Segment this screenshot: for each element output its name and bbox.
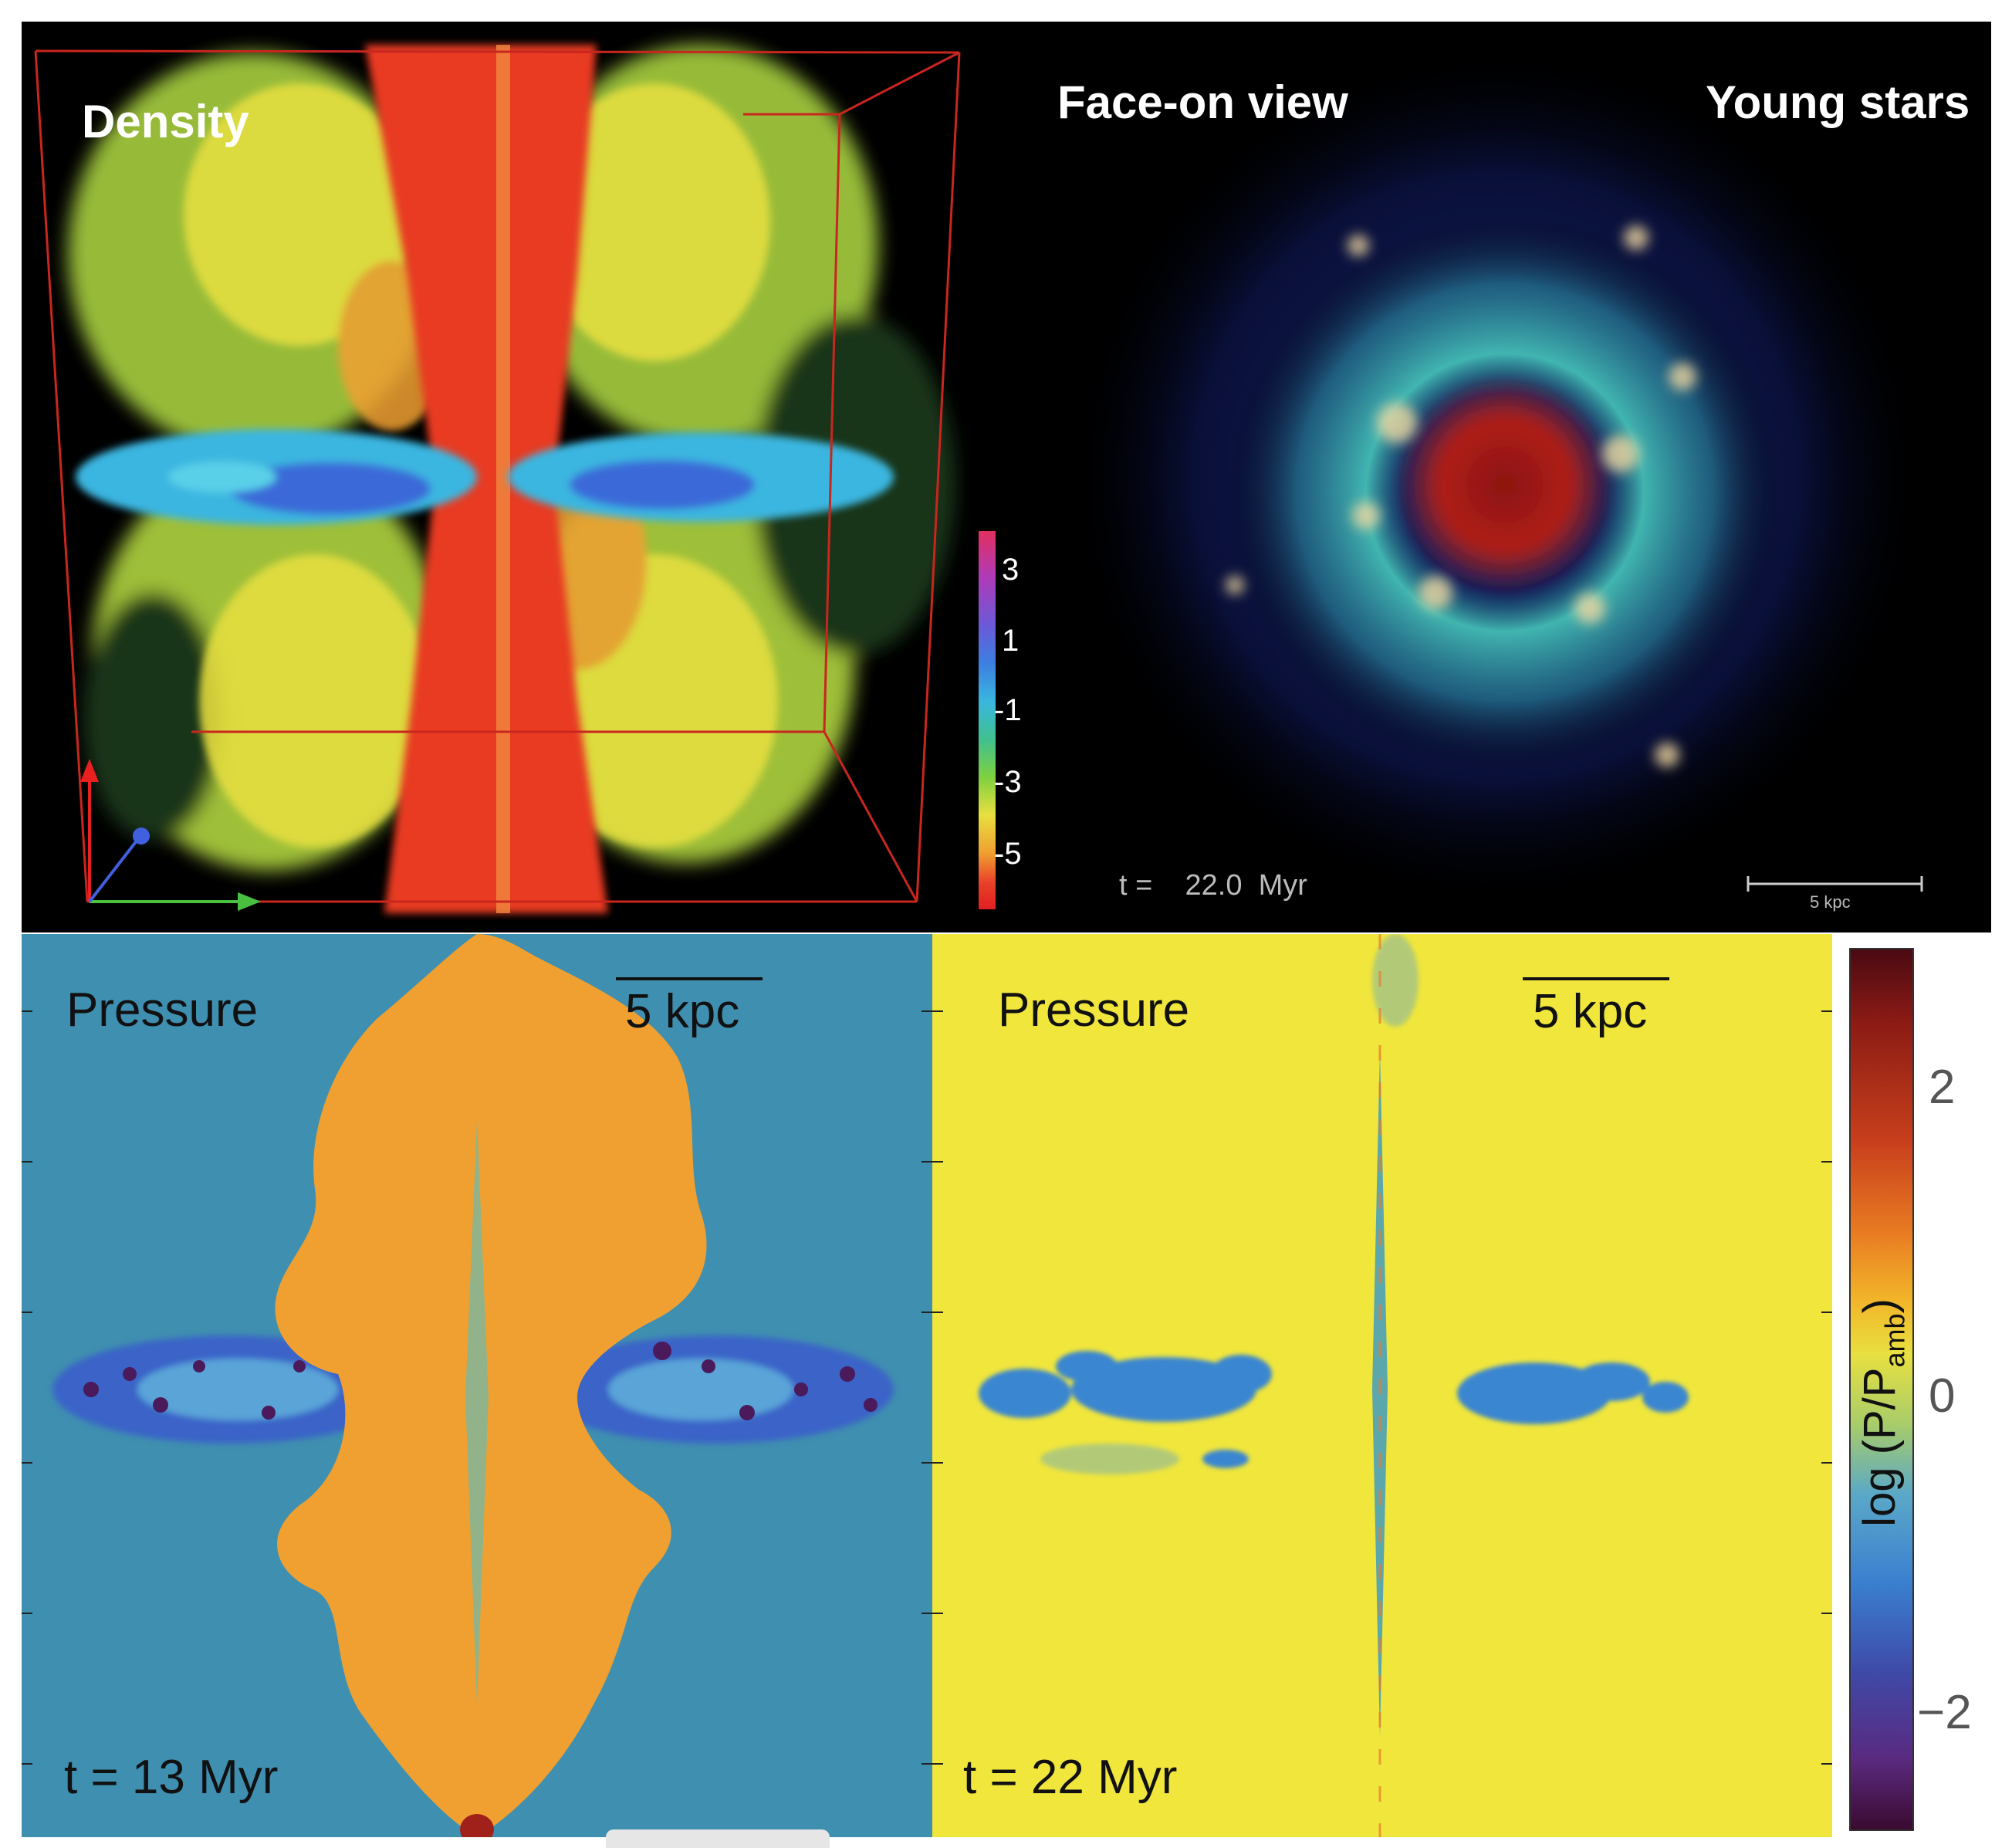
time-label-13myr: t = 13 Myr xyxy=(64,1751,279,1804)
bottom-tab-strip xyxy=(606,1829,830,1848)
pressure-colorbar-label-main: log (P/P xyxy=(1855,1367,1905,1527)
young-stars-label: Young stars xyxy=(1706,76,1970,128)
pressure-label-13myr: Pressure xyxy=(66,983,259,1037)
scale-label-22myr: 5 kpc xyxy=(1533,985,1648,1038)
density-panel: Density xyxy=(22,22,971,932)
axis-triad-icon xyxy=(80,759,261,911)
density-colorbar: 3 1 -1 -3 -5 xyxy=(971,22,1034,932)
density-tick-minus5: -5 xyxy=(994,837,1022,871)
pressure-colorbar: 2 0 −2 log (P/Pamb) xyxy=(1832,934,2012,1837)
pressure-tick-0: 0 xyxy=(1929,1369,1956,1423)
density-colorbar-strip xyxy=(979,531,996,909)
pressure-label-22myr: Pressure xyxy=(998,983,1190,1037)
density-tick-minus3: -3 xyxy=(994,765,1022,799)
young-stars-render xyxy=(1065,45,1929,909)
density-tick-1: 1 xyxy=(1002,624,1020,658)
face-on-time: t = 22.0 Myr xyxy=(1119,869,1307,902)
pressure-colorbar-strip xyxy=(1849,948,1914,1831)
pressure-map-22myr xyxy=(932,934,1832,1837)
face-on-label: Face-on view xyxy=(1057,76,1348,128)
density-tick-3: 3 xyxy=(1002,553,1020,587)
pressure-panel-22myr: Pressure 5 kpc t = 22 Myr xyxy=(932,934,1832,1837)
pressure-tick-minus2: −2 xyxy=(1917,1686,1972,1739)
density-render xyxy=(34,45,961,913)
scale-label-13myr: 5 kpc xyxy=(625,985,740,1038)
density-label: Density xyxy=(82,96,249,147)
pressure-tick-2: 2 xyxy=(1929,1061,1956,1114)
face-on-scale-label: 5 kpc xyxy=(1810,892,1851,912)
face-on-panel: Face-on view Young stars t = 22.0 Myr 5 … xyxy=(1034,22,1991,932)
pressure-colorbar-label-end: ) xyxy=(1855,1298,1905,1314)
pressure-panel-13myr: Pressure 5 kpc t = 13 Myr xyxy=(22,934,932,1837)
pressure-colorbar-label-sub: amb xyxy=(1878,1313,1911,1368)
pressure-map-13myr xyxy=(22,934,932,1837)
time-label-22myr: t = 22 Myr xyxy=(963,1751,1178,1804)
density-tick-minus1: -1 xyxy=(994,693,1022,727)
